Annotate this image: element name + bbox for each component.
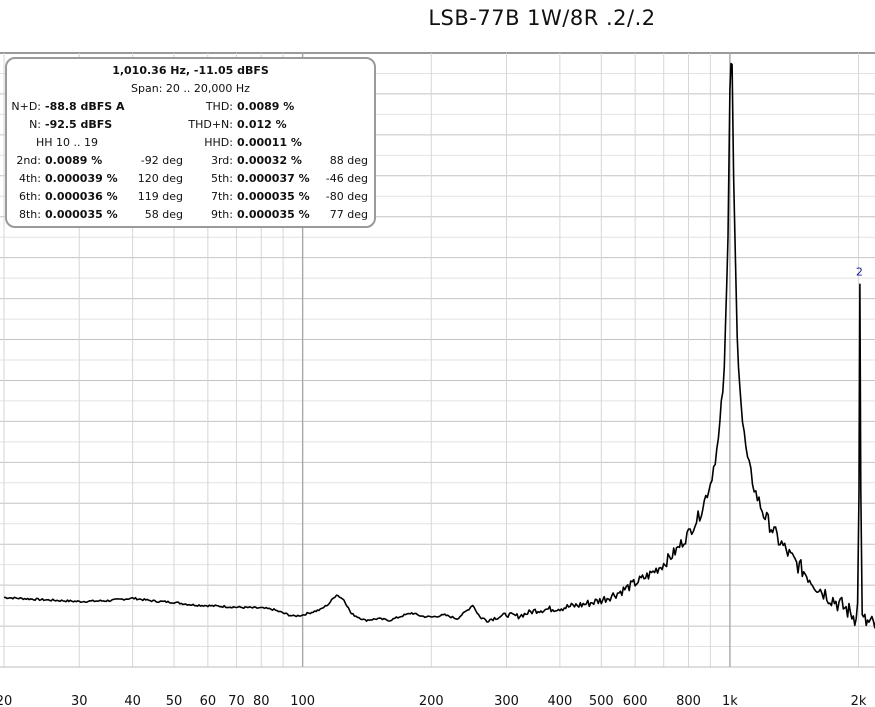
x-tick-label: 50 (166, 694, 183, 707)
x-tick-label: 400 (547, 694, 572, 707)
x-tick-label: 60 (200, 694, 217, 707)
x-tick-label: 500 (589, 694, 614, 707)
harmonic-label: 9th: (211, 208, 233, 221)
hhd-value: 0.00011 % (237, 136, 302, 149)
x-tick-label: 200 (419, 694, 444, 707)
x-tick-label: 800 (676, 694, 701, 707)
harmonic-value: 0.000035 % (45, 208, 118, 221)
harmonic-label: 8th: (19, 208, 41, 221)
x-tick-label: 300 (494, 694, 519, 707)
harmonic-value: 0.000037 % (237, 172, 310, 185)
harmonic-label: 7th: (211, 190, 233, 203)
harmonic-label: 3rd: (210, 154, 233, 167)
frequency-level-readout: 1,010.36 Hz, -11.05 dBFS (112, 64, 269, 77)
x-tick-label: 20 (0, 694, 12, 707)
span-readout: Span: 20 .. 20,000 Hz (131, 82, 250, 95)
thd-label: THD: (205, 100, 233, 113)
spectrum-trace (4, 62, 875, 629)
harmonic-phase: 119 deg (137, 190, 183, 203)
harmonic-phase: -80 deg (325, 190, 368, 203)
noise-label: N: (29, 118, 41, 131)
harmonic-value: 0.000039 % (45, 172, 118, 185)
x-tick-label: 600 (623, 694, 648, 707)
harmonic-phase: 77 deg (329, 208, 368, 221)
harmonic-phase: 88 deg (329, 154, 368, 167)
x-tick-label: 30 (71, 694, 88, 707)
harmonic-value: 0.000035 % (237, 208, 310, 221)
nd-label: N+D: (11, 100, 41, 113)
hh-range-label: HH 10 .. 19 (36, 136, 99, 149)
harmonic-phase: 120 deg (137, 172, 183, 185)
x-tick-label: 40 (124, 694, 141, 707)
harmonic-value: 0.0089 % (45, 154, 103, 167)
x-tick-label: 80 (253, 694, 270, 707)
x-tick-label: 1k (722, 694, 738, 707)
noise-value: -92.5 dBFS (45, 118, 113, 131)
harmonic-phase: 58 deg (144, 208, 183, 221)
chart-title: LSB-77B 1W/8R .2/.2 (428, 6, 656, 30)
harmonic-marker-label: 2 (856, 265, 863, 278)
harmonic-label: 6th: (19, 190, 41, 203)
x-tick-label: 70 (228, 694, 245, 707)
measurement-panel: 1,010.36 Hz, -11.05 dBFS Span: 20 .. 20,… (5, 57, 376, 228)
thdn-label: THD+N: (188, 118, 233, 131)
harmonic-value: 0.000036 % (45, 190, 118, 203)
harmonic-phase: -46 deg (325, 172, 368, 185)
x-axis-tick-labels: 203040506070801002003004005006008001k2k3… (0, 694, 867, 707)
harmonic-value: 0.000035 % (237, 190, 310, 203)
harmonic-value: 0.00032 % (237, 154, 302, 167)
nd-value: -88.8 dBFS A (45, 100, 125, 113)
hhd-label: HHD: (204, 136, 233, 149)
x-tick-label: 2k (851, 694, 867, 707)
harmonic-label: 2nd: (16, 154, 41, 167)
thdn-value: 0.012 % (237, 118, 287, 131)
x-tick-label: 100 (290, 694, 315, 707)
harmonic-label: 4th: (19, 172, 41, 185)
thd-value: 0.0089 % (237, 100, 295, 113)
harmonic-label: 5th: (211, 172, 233, 185)
harmonic-markers: 234 (856, 265, 863, 278)
harmonic-phase: -92 deg (140, 154, 183, 167)
